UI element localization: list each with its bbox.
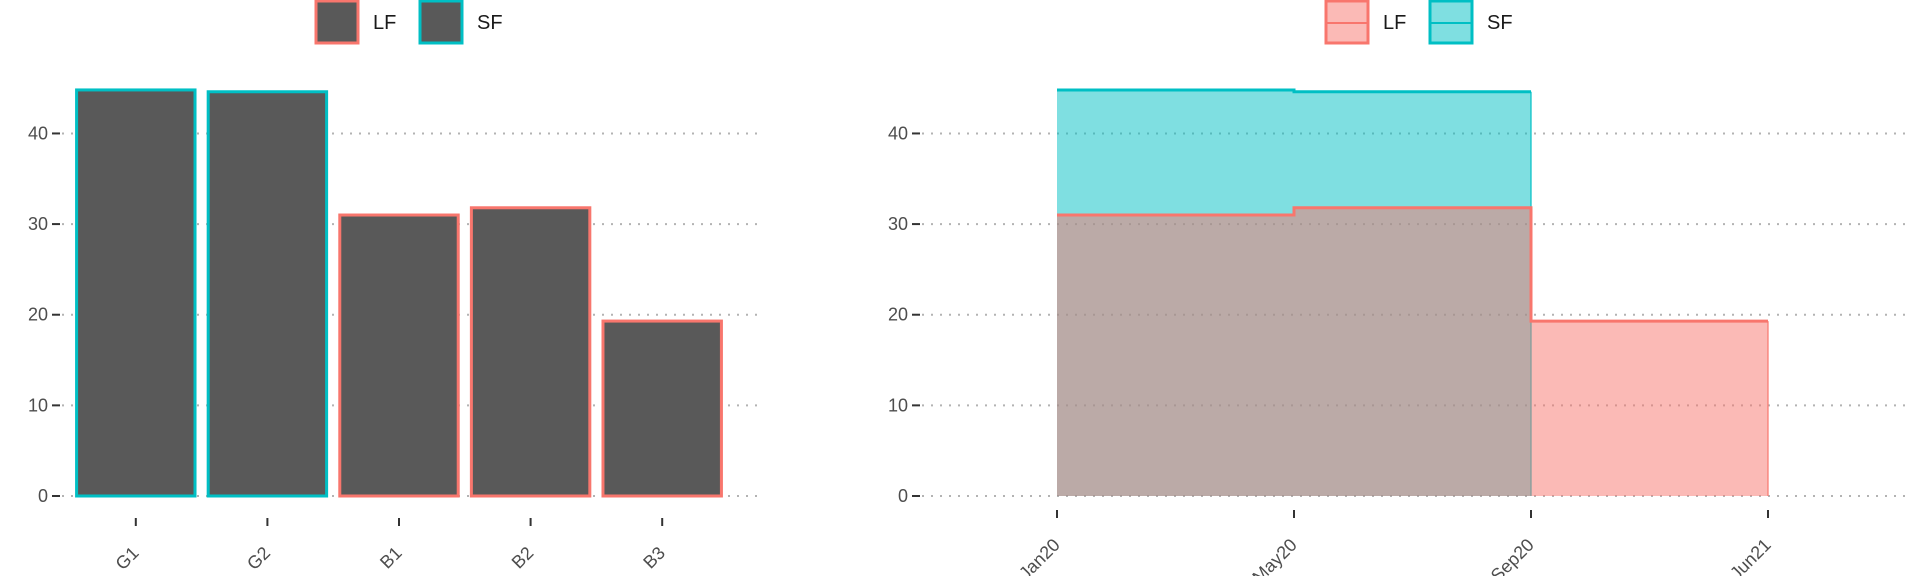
y-tick-label: 30 <box>28 214 48 234</box>
legend-label-lf: LF <box>1383 12 1406 34</box>
x-tick-label-g1: G1 <box>112 543 143 574</box>
y-tick-label: 40 <box>28 123 48 143</box>
x-tick-label-g2: G2 <box>243 543 274 574</box>
y-tick-label: 40 <box>888 123 908 143</box>
bar-g1 <box>75 88 197 498</box>
legend-key-lf <box>1324 0 1370 45</box>
bar-b1 <box>338 213 460 498</box>
y-tick-label: 30 <box>888 214 908 234</box>
bar-g2 <box>206 90 329 498</box>
y-tick-label: 0 <box>38 486 48 506</box>
area-line-lf <box>1057 206 1768 323</box>
legend-key-sf <box>418 0 464 45</box>
area-chart-legend: LF SF <box>1324 0 1513 45</box>
legend-label-sf: SF <box>1487 12 1513 34</box>
legend-key-lf <box>314 0 360 45</box>
area-series-lf <box>1057 206 1769 497</box>
x-tick-label-b1: B1 <box>376 543 406 573</box>
y-tick-label: 10 <box>888 395 908 415</box>
x-tick-label-sep20: Sep20 <box>1487 535 1538 576</box>
x-tick-label-may20: May20 <box>1248 535 1300 576</box>
x-tick-label-b2: B2 <box>508 543 538 573</box>
area-chart-areas <box>1057 88 1769 497</box>
y-tick-label: 0 <box>898 486 908 506</box>
area-chart-y-axis: 0 10 20 30 40 <box>888 123 920 506</box>
y-tick-label: 20 <box>28 305 48 325</box>
x-tick-label-jan20: Jan20 <box>1015 535 1064 576</box>
bar-chart: LF SF 0 10 20 30 40 G1 G2 B1 B2 B3 <box>28 0 760 574</box>
x-tick-label-b3: B3 <box>639 543 669 573</box>
legend-label-sf: SF <box>477 12 503 34</box>
y-tick-label: 10 <box>28 395 48 415</box>
area-line-sf <box>1057 88 1531 94</box>
bar-chart-x-axis: G1 G2 B1 B2 B3 <box>112 518 669 574</box>
bar-chart-y-axis: 0 10 20 30 40 <box>28 123 60 506</box>
bar-chart-bars <box>75 88 723 498</box>
bar-chart-legend: LF SF <box>314 0 503 45</box>
bar-b3 <box>601 319 723 498</box>
bar-b2 <box>469 206 592 498</box>
legend-key-sf <box>1428 0 1474 45</box>
area-fill-lf <box>1057 207 1768 497</box>
area-chart: LF SF 0 10 20 30 40 Jan20 May20 Sep20 Jun21 <box>888 0 1912 576</box>
legend-label-lf: LF <box>373 12 396 34</box>
y-tick-label: 20 <box>888 305 908 325</box>
area-chart-x-axis: Jan20 May20 Sep20 Jun21 <box>1015 510 1775 576</box>
x-tick-label-jun21: Jun21 <box>1726 535 1775 576</box>
